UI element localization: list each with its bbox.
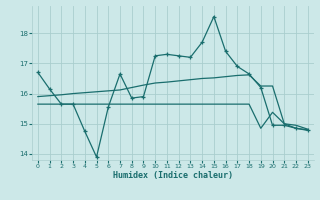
X-axis label: Humidex (Indice chaleur): Humidex (Indice chaleur) bbox=[113, 171, 233, 180]
